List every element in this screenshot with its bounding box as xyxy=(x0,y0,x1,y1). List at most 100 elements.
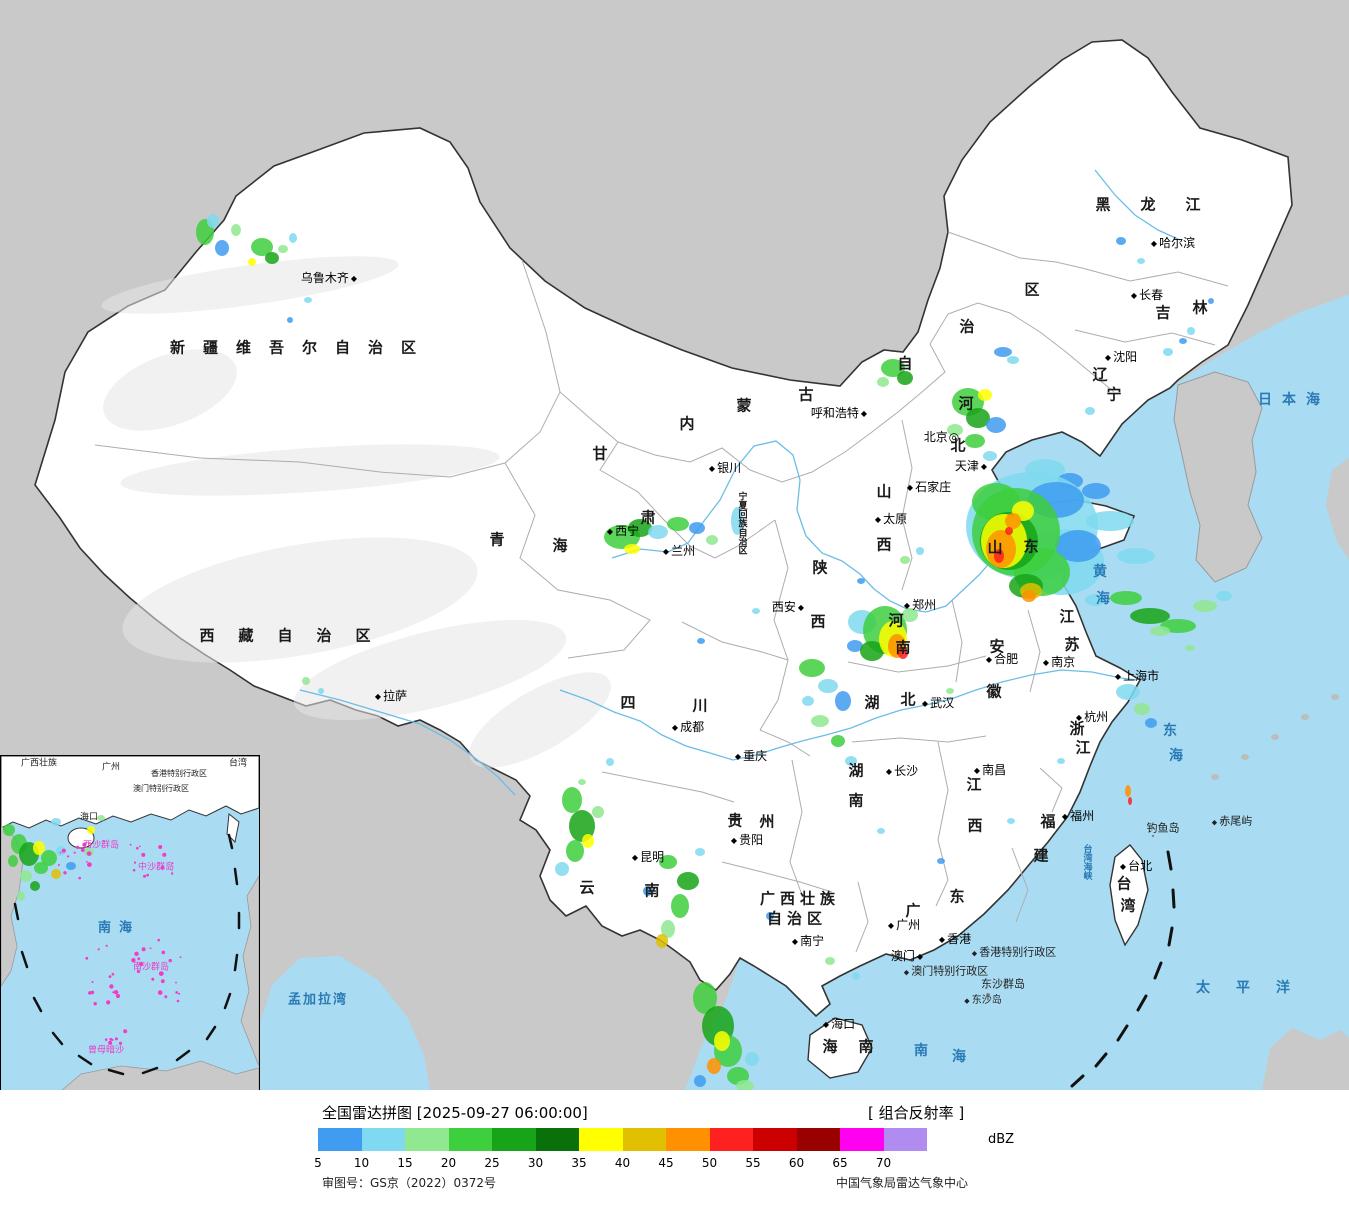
radar-echo xyxy=(902,608,918,622)
reef-dot xyxy=(61,848,66,853)
reef-dot xyxy=(161,950,166,955)
maritime-boundary-dashes xyxy=(1070,850,1176,1088)
dbz-tick-label: 30 xyxy=(527,1156,544,1170)
reef-dot xyxy=(108,975,112,978)
radar-echo xyxy=(578,779,586,785)
radar-echo xyxy=(900,556,910,564)
radar-echo xyxy=(20,870,32,882)
ryukyu-islands xyxy=(1211,694,1339,780)
radar-echo xyxy=(51,869,61,879)
reef-dot xyxy=(97,948,100,951)
reef-dot xyxy=(171,862,174,865)
hainan-island xyxy=(807,1017,873,1079)
radar-echo xyxy=(1116,684,1140,700)
radar-echo xyxy=(802,696,814,706)
inset-nine-dash-line xyxy=(13,833,241,1076)
radar-echo xyxy=(1216,591,1232,601)
inset-borneo xyxy=(60,1060,259,1091)
radar-echo xyxy=(33,841,45,855)
radar-echo xyxy=(983,451,997,461)
radar-echo xyxy=(592,806,604,818)
province-borders xyxy=(94,231,1229,953)
reef-dot xyxy=(113,990,119,995)
radar-echo xyxy=(752,608,760,614)
reef-dot xyxy=(88,842,90,845)
agency-credit: 中国气象局雷达气象中心 xyxy=(836,1176,969,1190)
dbz-swatch-15 xyxy=(405,1128,449,1151)
radar-echo xyxy=(289,233,297,243)
radar-echo xyxy=(287,317,293,323)
radar-echo xyxy=(877,377,889,387)
radar-echo xyxy=(97,815,105,821)
dbz-swatch-10 xyxy=(361,1128,405,1151)
radar-echo xyxy=(677,872,699,890)
radar-echo xyxy=(946,688,954,694)
radar-echo xyxy=(215,240,229,256)
radar-echo xyxy=(1193,600,1217,612)
radar-echo xyxy=(659,855,677,869)
inset-hainan xyxy=(67,827,95,849)
dbz-tick-label: 60 xyxy=(788,1156,805,1170)
reef-dot xyxy=(111,972,115,976)
radar-echo xyxy=(1179,338,1187,344)
reef-dot xyxy=(133,861,137,864)
dbz-swatch-55 xyxy=(753,1128,797,1151)
reef-dot xyxy=(112,991,115,994)
philippines-landmass xyxy=(1262,1028,1349,1090)
dbz-swatch-45 xyxy=(666,1128,710,1151)
reef-dot xyxy=(57,864,60,866)
reef-dot xyxy=(109,984,114,989)
dbz-tick-label: 10 xyxy=(353,1156,370,1170)
radar-echo xyxy=(714,1031,730,1051)
taiwan-island xyxy=(1109,844,1149,947)
dbz-color-scale xyxy=(318,1128,927,1151)
bay-of-bengal xyxy=(252,956,430,1090)
radar-echo xyxy=(695,848,705,856)
dbz-swatch-50 xyxy=(709,1128,753,1151)
radar-echo xyxy=(1086,511,1134,531)
reef-dot xyxy=(80,848,85,852)
radar-echo xyxy=(56,846,66,856)
radar-echo xyxy=(51,818,61,826)
south-china-sea-inset: 广西壮族 广州 香港特别行政区 澳门特别行政区 台湾 海口 西沙群岛 中沙群岛 南海 南沙群岛 曾母… xyxy=(0,755,260,1092)
radar-echo xyxy=(736,1080,754,1090)
small-islands xyxy=(986,819,1224,997)
radar-echo xyxy=(278,245,288,253)
reef-dot xyxy=(131,958,136,963)
radar-echo xyxy=(302,677,310,685)
radar-echo xyxy=(628,519,652,537)
reef-dot xyxy=(158,971,164,976)
reef-dot xyxy=(136,846,139,850)
radar-echo xyxy=(656,934,668,948)
radar-echo xyxy=(694,1075,706,1087)
radar-echo xyxy=(986,530,1016,568)
radar-echo xyxy=(697,638,705,644)
radar-echo xyxy=(818,679,838,693)
reef-dot xyxy=(106,1000,111,1005)
reef-dot xyxy=(176,999,180,1003)
radar-echo xyxy=(994,549,1004,563)
reef-dot xyxy=(82,842,87,847)
radar-echo xyxy=(661,920,675,938)
dbz-tick-label: 55 xyxy=(745,1156,761,1170)
reef-dot xyxy=(123,1029,128,1034)
reef-dot xyxy=(114,1037,118,1041)
radar-echo xyxy=(555,862,569,876)
dbz-tick-label: 50 xyxy=(701,1156,718,1170)
radar-echo xyxy=(986,417,1006,433)
radar-echo xyxy=(799,659,825,677)
reef-dot xyxy=(88,991,92,995)
radar-echo xyxy=(847,640,863,652)
radar-echo xyxy=(689,522,705,534)
sea-area xyxy=(685,295,1349,1090)
reef-dot xyxy=(129,843,132,846)
radar-echo xyxy=(1022,590,1036,602)
radar-echo xyxy=(207,214,219,228)
radar-echo xyxy=(318,688,324,694)
radar-echo xyxy=(582,834,594,848)
dbz-swatch-20 xyxy=(448,1128,492,1151)
radar-echo xyxy=(706,535,718,545)
radar-echo xyxy=(30,881,40,891)
radar-echo xyxy=(916,547,924,555)
reef-dot xyxy=(104,1038,108,1041)
